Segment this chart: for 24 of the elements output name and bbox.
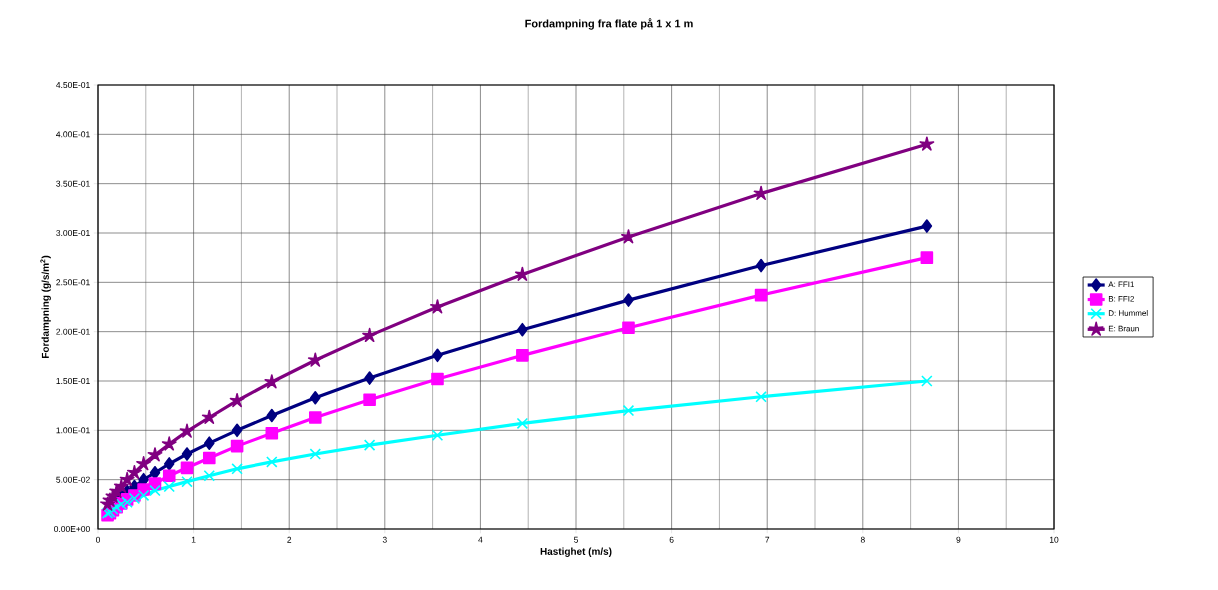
- x-tick-label: 5: [574, 536, 579, 543]
- y-tick-label: 4.50E-01: [56, 82, 90, 88]
- x-axis-title: Hastighet (m/s): [540, 547, 612, 557]
- y-tick-label: 2.50E-01: [56, 279, 90, 286]
- x-tick-label: 9: [956, 536, 961, 543]
- x-tick-label: 4: [478, 536, 483, 543]
- y-tick-label: 4.00E-01: [56, 131, 90, 138]
- x-tick-label: 1: [191, 536, 196, 543]
- y-tick-label: 3.50E-01: [56, 180, 90, 187]
- x-tick-label: 2: [287, 536, 292, 543]
- x-tick-label: 0: [95, 536, 101, 543]
- y-tick-label: 1.50E-01: [56, 378, 90, 384]
- y-tick-label: 0.00E+00: [54, 526, 90, 532]
- x-tick-label: 6: [669, 536, 674, 543]
- y-tick-label: 1.00E-01: [56, 427, 90, 434]
- y-tick-label: 2.00E-01: [56, 328, 90, 335]
- chart-title: Fordampning fra flate på 1 x 1 m: [525, 18, 693, 30]
- x-tick-label: 3: [382, 536, 387, 543]
- x-tick-label: 10: [1049, 536, 1059, 543]
- y-axis-title: Fordampning (g/s/m$^{2}$): [40, 255, 51, 359]
- y-tick-label: 3.00E-01: [56, 230, 90, 236]
- x-tick-label: 7: [765, 536, 770, 543]
- y-tick-label: 5.00E-02: [56, 476, 90, 483]
- x-tick-label: 8: [860, 536, 865, 543]
